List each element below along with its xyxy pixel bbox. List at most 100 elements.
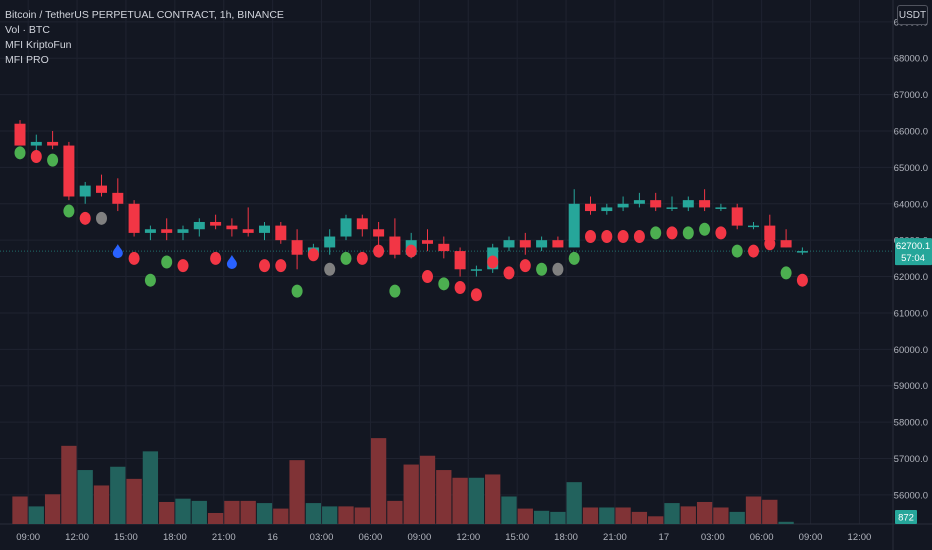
mfi-signal-dot [47,153,59,167]
candle-body [470,269,482,271]
time-tick-label: 09:00 [16,532,40,543]
time-tick-label: 03:00 [310,532,334,543]
price-tick-label: 56000.0 [894,490,928,501]
mfi-signal-dot [389,284,401,298]
mfi-signal-dot [405,244,417,258]
time-tick-label: 21:00 [212,532,236,543]
volume-bar [631,511,648,524]
volume-bar [745,496,762,524]
candle-body [112,192,124,204]
time-tick-label: 12:00 [848,532,872,543]
volume-bar [175,498,191,524]
mfi-signal-dot [617,230,629,244]
mfi-signal-dot [585,230,596,244]
volume-bar [485,474,501,524]
time-tick-label: 12:00 [456,532,480,543]
mfi-signal-dot [731,244,743,258]
volume-bar [436,470,452,524]
candle-body [764,225,776,241]
candle-body [340,218,352,237]
candle-body [96,185,107,193]
candle-body [422,240,433,244]
mfi-signal-dot [666,226,678,240]
volume-bar [403,464,419,524]
symbol-title[interactable]: Bitcoin / TetherUS PERPETUAL CONTRACT, 1… [5,9,284,21]
mfi-signal-dot [601,230,613,244]
volume-bar [207,512,224,524]
price-tick-label: 62000.0 [894,272,928,283]
volume-bar [273,508,289,524]
candle-body [373,229,385,237]
mfi-signal-dot [373,244,385,258]
price-tick-label: 59000.0 [894,381,928,392]
mfi-signal-drop [112,244,123,259]
volume-bar [615,507,631,524]
candle-body [666,207,678,209]
mfi-signal-dot [291,284,303,298]
candle-body [47,141,59,146]
chart-legend: Bitcoin / TetherUS PERPETUAL CONTRACT, 1… [5,8,284,68]
currency-button[interactable]: USDT [897,5,928,25]
volume-bar [550,511,566,524]
time-tick-label: 18:00 [163,532,187,543]
mfi-signal-dot [715,226,727,240]
volume-bar [126,478,142,524]
volume-bar [452,477,468,524]
price-tick-label: 60000.0 [894,345,928,356]
time-tick-label: 16 [267,532,278,543]
candle-body [536,240,548,248]
price-tick-label: 57000.0 [894,454,928,465]
time-tick-label: 15:00 [114,532,138,543]
volume-bar [696,501,713,524]
volume-bar [566,482,582,524]
candle-body [503,240,515,248]
candle-body [324,236,336,248]
mfi-signal-dot [454,280,466,294]
volume-bar [224,500,240,524]
candle-body [617,203,629,208]
mfi-signal-dot [503,266,515,280]
mfi-signal-dot [307,248,319,262]
price-tick-label: 61000.0 [894,308,928,319]
candle-body [356,218,368,230]
volume-bar [289,460,305,524]
candle-body [796,251,808,253]
volume-bar [240,500,256,524]
mfi-signal-dot [780,266,792,280]
candle-body [519,240,531,248]
mfi-signal-dot [356,251,368,265]
mfi-signal-dot [96,211,107,225]
mfi-signal-dot [552,262,564,276]
time-tick-label: 09:00 [799,532,823,543]
volume-bar [61,445,77,524]
mfi-signal-drop [226,255,237,269]
mfi-signal-dot [682,226,694,240]
candle-body [291,240,303,255]
mfi-signal-dot [340,251,352,265]
volume-bar [501,496,517,524]
mfi-signal-dot [699,222,711,236]
volume-bar [44,494,61,524]
indicator-mfi-kriptofun[interactable]: MFI KriptoFun [5,39,72,51]
candle-body [30,141,42,146]
candle-body [748,225,759,228]
last-price-badge [895,238,932,266]
volume-badge-value: 872 [898,513,914,524]
price-tick-label: 67000.0 [894,90,928,101]
last-price-value: 62700.1 [896,241,930,252]
candle-body [780,240,792,248]
indicator-volume[interactable]: Vol · BTC [5,24,50,36]
mfi-signal-dot [536,262,548,276]
candle-body [14,123,26,146]
candle-body [177,229,189,233]
volume-bar [517,508,533,524]
mfi-signal-dot [177,259,189,273]
volume-bar [762,499,778,524]
volume-bar [159,501,175,524]
candle-body [552,240,564,248]
volume-bar [191,500,207,524]
indicator-mfi-pro[interactable]: MFI PRO [5,54,49,66]
time-tick-label: 06:00 [359,532,383,543]
volume-bar [142,451,159,524]
